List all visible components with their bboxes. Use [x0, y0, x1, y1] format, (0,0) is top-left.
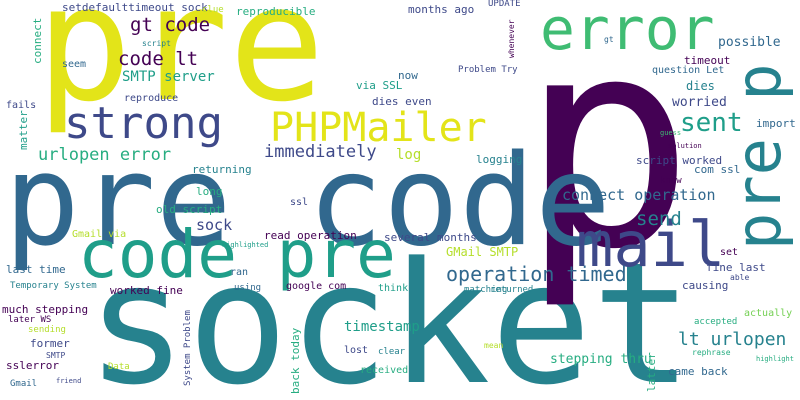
word-strong: strong: [64, 98, 223, 149]
word-rephrase: rephrase: [692, 348, 731, 357]
word-highlighted: highlighted: [222, 241, 269, 249]
word-com-ssl: com ssl: [694, 163, 741, 176]
word-ran: ran: [230, 267, 249, 278]
word-actually: actually: [744, 308, 793, 319]
word-read-operation: read operation: [264, 229, 357, 242]
word-pre-code: pre code: [4, 127, 611, 274]
word-update: UPDATE: [488, 0, 521, 9]
word-immediately: immediately: [264, 142, 377, 162]
word-mail: mail: [576, 208, 726, 281]
word-log: log: [396, 147, 422, 163]
word-former: former: [30, 337, 70, 350]
word-sent: sent: [680, 108, 743, 138]
word-pre: pre: [36, 0, 325, 137]
word-matching: matching: [464, 285, 508, 295]
word-know: know: [660, 176, 682, 186]
word-google-com: google com: [286, 281, 347, 292]
word-able: able: [730, 273, 750, 282]
word-returning: returning: [192, 163, 252, 176]
word-operation-timed: operation timed: [446, 262, 627, 286]
word-old-script: old script: [156, 203, 223, 216]
word-data: Data: [108, 362, 130, 372]
word-whenever: whenever: [507, 19, 516, 58]
word-error: error: [540, 0, 715, 63]
word-much-stepping: much stepping: [2, 303, 89, 316]
word-causing: causing: [682, 279, 729, 292]
word-returned: returned: [490, 285, 534, 295]
word-code-pre: code pre: [78, 216, 396, 293]
word-code-lt: code lt: [118, 48, 199, 70]
word-set: set: [720, 247, 739, 258]
word-gmail-smtp: GMail SMTP: [446, 245, 519, 259]
word-think: think: [378, 283, 409, 294]
word-lt-urlopen: lt urlopen: [678, 329, 787, 350]
word-reproducible: reproducible: [236, 5, 316, 18]
word-fine-last: fine last: [706, 261, 766, 274]
word-later-ws: later WS: [8, 315, 52, 325]
word-connect-operation: connect operation: [562, 186, 716, 204]
word-worked-fine: worked fine: [110, 284, 183, 297]
word-socket: socket: [86, 226, 693, 400]
word-lost: lost: [344, 345, 369, 356]
word-several-months: several months: [384, 231, 477, 244]
word-script: script: [142, 39, 171, 48]
word-back-today: back today: [289, 327, 302, 394]
word-long: long: [196, 185, 223, 198]
word-urlopen-error: urlopen error: [38, 145, 172, 165]
word-guess: guess: [660, 129, 682, 137]
word-gmail: Gmail: [10, 379, 38, 389]
word-now: now: [398, 69, 418, 82]
word-gt: gt: [604, 35, 614, 44]
word-timeout: timeout: [684, 54, 731, 67]
word-gmail-via: Gmail via: [72, 229, 127, 240]
word-possible: possible: [718, 35, 781, 50]
word-p: p: [520, 0, 695, 313]
word-temporary-system: Temporary System: [10, 281, 97, 291]
word-sending: sending: [28, 325, 66, 335]
word-smtp-server: SMTP server: [122, 69, 215, 85]
word-worried: worried: [672, 95, 727, 110]
word-received: received: [360, 365, 409, 376]
word-using: using: [234, 283, 262, 293]
word-connect: connect: [31, 17, 44, 64]
word-system-problem: System Problem: [183, 310, 193, 386]
word-gt-code: gt code: [130, 14, 211, 36]
word-via-ssl: via SSL: [356, 79, 403, 92]
word-matter: matter: [17, 110, 30, 150]
word-clear: clear: [378, 347, 406, 357]
word-stepping-thru: stepping thru: [550, 352, 652, 367]
word-timestamp: timestamp: [344, 319, 420, 335]
word-mean: mean: [484, 341, 504, 350]
word-pre-p: pre p: [722, 63, 795, 250]
word-question-let: question Let: [652, 65, 725, 76]
word-dies-even: dies even: [372, 95, 432, 108]
word-last-time: last time: [6, 263, 66, 276]
word-clue: clue: [202, 5, 224, 15]
word-setdefaulttimeout-sock: setdefaulttimeout sock: [62, 1, 208, 14]
word-months-ago: months ago: [408, 3, 475, 16]
word-came-back: came back: [668, 365, 728, 378]
word-dies: dies: [686, 79, 715, 93]
word-send: send: [636, 208, 682, 230]
word-reproduce: reproduce: [124, 93, 179, 104]
word-seem: seem: [62, 59, 87, 70]
word-smtp: SMTP: [46, 351, 66, 360]
word-friend: friend: [56, 377, 82, 385]
word-highlight: highlight: [756, 355, 794, 363]
word-logging: logging: [476, 153, 523, 166]
word-sslerror: sslerror: [6, 359, 59, 372]
word-ssl: ssl: [290, 197, 309, 208]
word-problem-try: Problem Try: [458, 65, 518, 75]
word-accepted: accepted: [694, 317, 738, 327]
word-latter: latter: [645, 352, 658, 392]
word-fails: fails: [6, 100, 37, 111]
word-phpmailer: PHPMailer: [270, 105, 487, 151]
word-solution: solution: [668, 142, 702, 150]
word-sock: sock: [196, 216, 233, 234]
word-script-worked: script worked: [636, 154, 723, 167]
word-import: import: [756, 117, 796, 130]
